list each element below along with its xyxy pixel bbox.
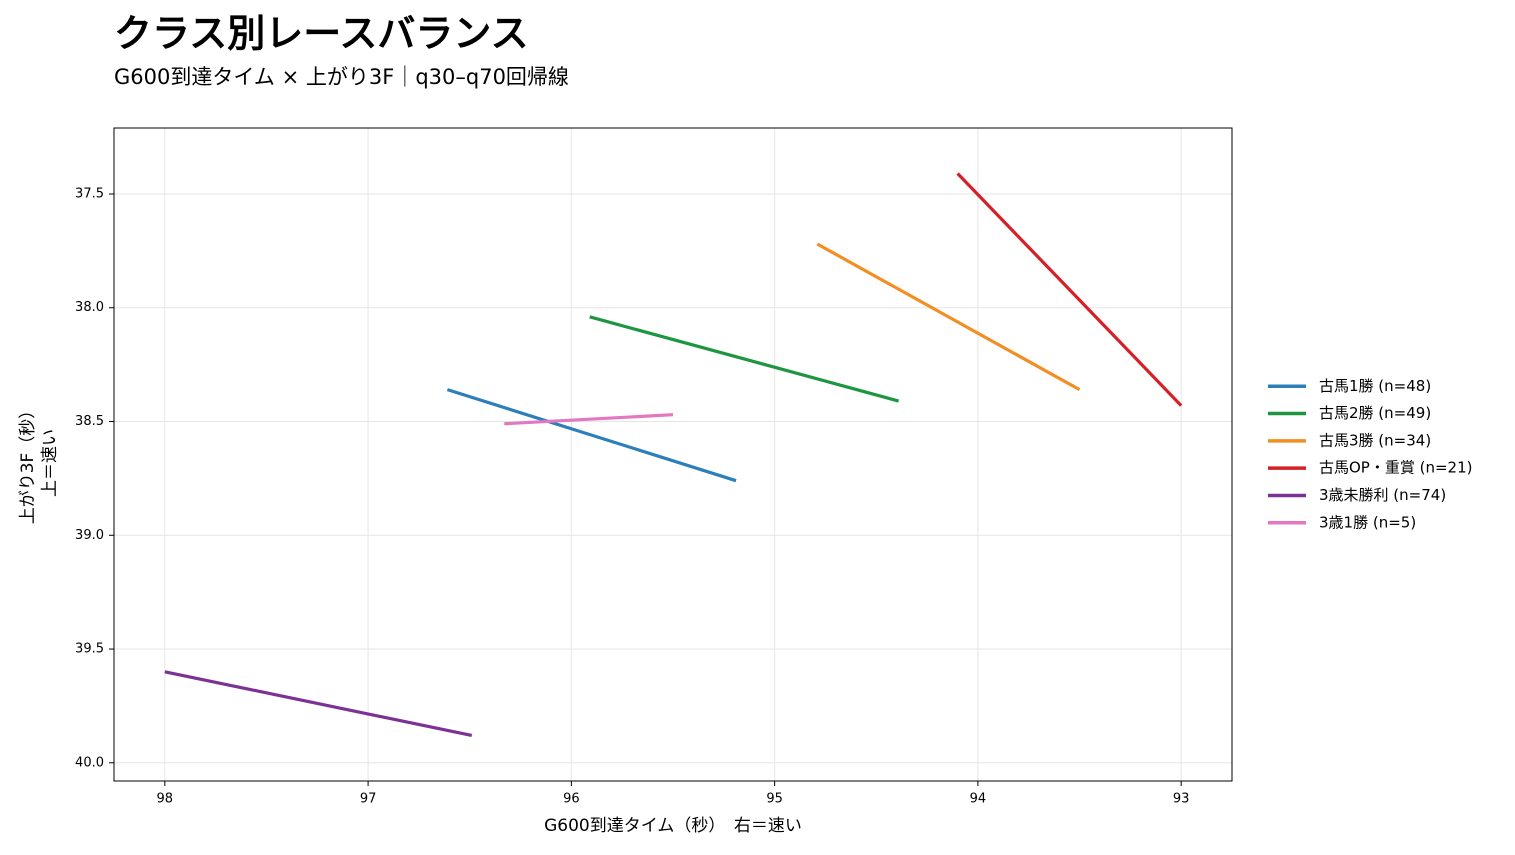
y-axis-label-line: 上がり3F（秒） xyxy=(18,402,38,525)
x-tick-label: 93 xyxy=(1173,792,1190,807)
y-tick-label: 38.0 xyxy=(75,300,104,315)
plot-frame xyxy=(113,127,1233,782)
y-tick-label: 38.5 xyxy=(75,414,104,429)
line xyxy=(504,413,674,426)
legend-label: 古馬2勝 (n=49) xyxy=(1319,404,1431,422)
legend-label: 古馬3勝 (n=34) xyxy=(1319,431,1431,449)
line xyxy=(956,172,1183,407)
y-tick-label: 40.0 xyxy=(75,755,104,770)
chart-subtitle: G600到達タイム × 上がり3F｜q30–q70回帰線 xyxy=(114,65,569,89)
x-tick-label: 98 xyxy=(157,792,174,807)
y-axis-label-line: 上＝速い xyxy=(40,429,60,497)
chart-title: クラス別レースバランス xyxy=(114,12,529,56)
x-axis-label: G600到達タイム（秒） 右＝速い xyxy=(544,816,802,836)
x-tick-label: 95 xyxy=(766,792,783,807)
y-tick-label: 37.5 xyxy=(75,186,104,201)
x-tick-label: 96 xyxy=(563,792,580,807)
legend-label: 古馬1勝 (n=48) xyxy=(1319,377,1431,395)
y-tick-label: 39.5 xyxy=(75,642,104,657)
line xyxy=(816,242,1081,392)
line xyxy=(164,670,473,738)
x-tick-label: 94 xyxy=(970,792,987,807)
legend-label: 3歳1勝 (n=5) xyxy=(1319,513,1416,531)
legend-label: 古馬OP・重賞 (n=21) xyxy=(1319,459,1473,477)
line xyxy=(589,315,900,403)
x-tick-label: 97 xyxy=(360,792,377,807)
line xyxy=(446,388,737,483)
y-tick-label: 39.0 xyxy=(75,528,104,543)
y-axis-label: 上がり3F（秒） 上＝速い xyxy=(18,402,60,525)
legend-label: 3歳未勝利 (n=74) xyxy=(1319,486,1446,504)
